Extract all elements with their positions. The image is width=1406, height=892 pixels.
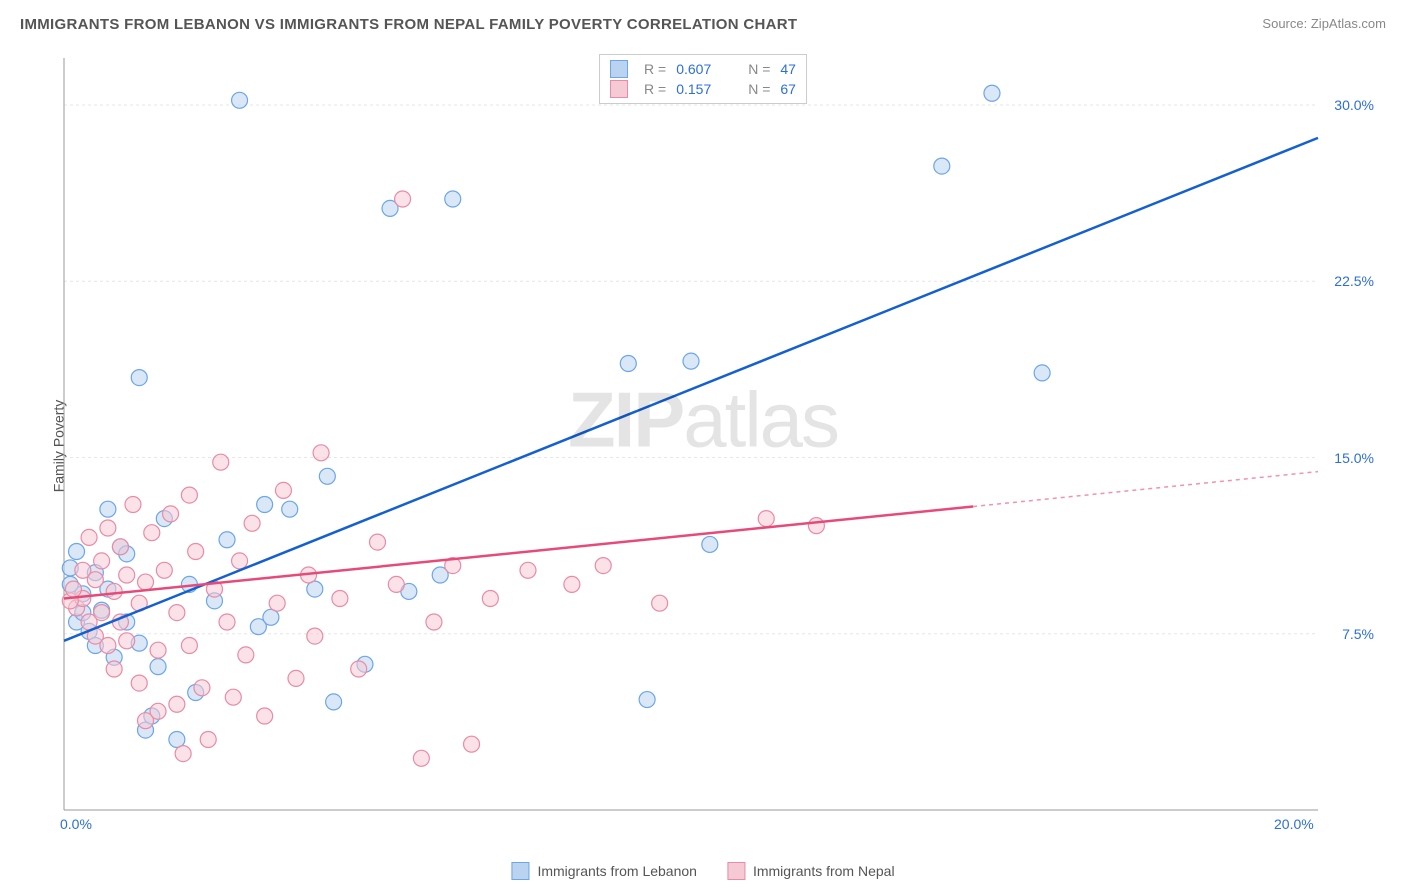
n-value-lebanon: 47 (780, 61, 796, 77)
y-tick-label: 7.5% (1342, 626, 1374, 642)
legend-label-lebanon: Immigrants from Lebanon (537, 863, 697, 879)
source-label: Source: (1262, 16, 1307, 31)
chart-container: IMMIGRANTS FROM LEBANON VS IMMIGRANTS FR… (10, 10, 1396, 882)
source-value: ZipAtlas.com (1311, 16, 1386, 31)
legend-label-nepal: Immigrants from Nepal (753, 863, 895, 879)
legend-item-nepal: Immigrants from Nepal (727, 862, 895, 880)
swatch-nepal (610, 80, 628, 98)
r-label: R = (644, 61, 666, 77)
source-attribution: Source: ZipAtlas.com (1262, 16, 1386, 31)
r-value-nepal: 0.157 (676, 81, 722, 97)
chart-title: IMMIGRANTS FROM LEBANON VS IMMIGRANTS FR… (20, 16, 797, 33)
scatter-plot (58, 50, 1378, 840)
y-tick-label: 30.0% (1334, 97, 1374, 113)
x-tick-label: 20.0% (1274, 816, 1314, 832)
legend-row-lebanon: R = 0.607 N = 47 (610, 59, 796, 79)
correlation-legend: R = 0.607 N = 47 R = 0.157 N = 67 (599, 54, 807, 104)
n-value-nepal: 67 (780, 81, 796, 97)
legend-item-lebanon: Immigrants from Lebanon (511, 862, 697, 880)
x-tick-label: 0.0% (60, 816, 92, 832)
n-label: N = (748, 81, 770, 97)
y-tick-label: 15.0% (1334, 450, 1374, 466)
y-tick-label: 22.5% (1334, 273, 1374, 289)
series-legend: Immigrants from Lebanon Immigrants from … (511, 862, 894, 880)
swatch-nepal (727, 862, 745, 880)
n-label: N = (748, 61, 770, 77)
swatch-lebanon (610, 60, 628, 78)
swatch-lebanon (511, 862, 529, 880)
legend-row-nepal: R = 0.157 N = 67 (610, 79, 796, 99)
r-value-lebanon: 0.607 (676, 61, 722, 77)
r-label: R = (644, 81, 666, 97)
